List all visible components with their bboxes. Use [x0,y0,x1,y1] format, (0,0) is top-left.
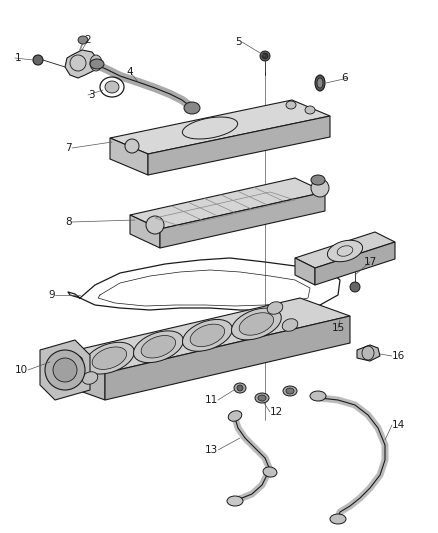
Text: 15: 15 [332,323,345,333]
Ellipse shape [260,51,270,61]
Text: 4: 4 [127,67,133,77]
Ellipse shape [255,393,269,403]
Ellipse shape [125,139,139,153]
Ellipse shape [286,388,294,394]
Ellipse shape [239,313,274,335]
Ellipse shape [330,514,346,524]
Ellipse shape [92,347,127,369]
Ellipse shape [350,282,360,292]
Ellipse shape [146,216,164,234]
Polygon shape [315,242,395,285]
Ellipse shape [45,350,85,390]
Polygon shape [148,116,330,175]
Text: 3: 3 [88,90,95,100]
Ellipse shape [67,356,83,368]
Polygon shape [105,316,350,400]
Ellipse shape [305,106,315,114]
Ellipse shape [90,59,104,69]
Text: 16: 16 [392,351,405,361]
Ellipse shape [262,53,268,59]
Ellipse shape [227,496,243,506]
Ellipse shape [283,386,297,396]
Ellipse shape [85,342,134,374]
Text: 2: 2 [85,35,91,45]
Ellipse shape [311,179,329,197]
Text: 14: 14 [392,420,405,430]
Polygon shape [55,355,105,400]
Text: 9: 9 [48,290,55,300]
Polygon shape [55,298,350,373]
Text: 7: 7 [65,143,72,153]
Polygon shape [295,258,315,285]
Ellipse shape [315,75,325,91]
Ellipse shape [105,81,119,93]
Polygon shape [295,232,395,268]
Ellipse shape [183,319,232,351]
Polygon shape [160,192,325,248]
Ellipse shape [82,372,98,384]
Ellipse shape [78,36,88,44]
Ellipse shape [267,302,283,314]
Polygon shape [130,178,325,229]
Ellipse shape [184,102,200,114]
Text: 5: 5 [235,37,242,47]
Ellipse shape [134,331,183,362]
Text: 12: 12 [270,407,283,417]
Ellipse shape [234,383,246,393]
Polygon shape [110,100,330,154]
Ellipse shape [311,175,325,185]
Ellipse shape [182,117,238,139]
Polygon shape [110,138,148,175]
Ellipse shape [90,55,102,71]
Ellipse shape [310,391,326,401]
Ellipse shape [53,358,77,382]
Ellipse shape [33,55,43,65]
Ellipse shape [317,78,323,88]
Text: 1: 1 [15,53,21,63]
Ellipse shape [237,385,243,391]
Ellipse shape [228,411,242,421]
Ellipse shape [263,467,277,477]
Ellipse shape [258,395,266,401]
Ellipse shape [190,324,225,346]
Text: 8: 8 [65,217,72,227]
Ellipse shape [328,240,363,262]
Polygon shape [130,215,160,248]
Text: 17: 17 [364,257,377,267]
Ellipse shape [286,101,296,109]
Ellipse shape [282,319,298,332]
Text: 10: 10 [15,365,28,375]
Text: 13: 13 [205,445,218,455]
Polygon shape [357,345,380,361]
Text: 11: 11 [205,395,218,405]
Ellipse shape [141,336,176,358]
Polygon shape [65,50,98,78]
Text: 6: 6 [341,73,348,83]
Polygon shape [40,340,90,400]
Ellipse shape [232,308,281,340]
